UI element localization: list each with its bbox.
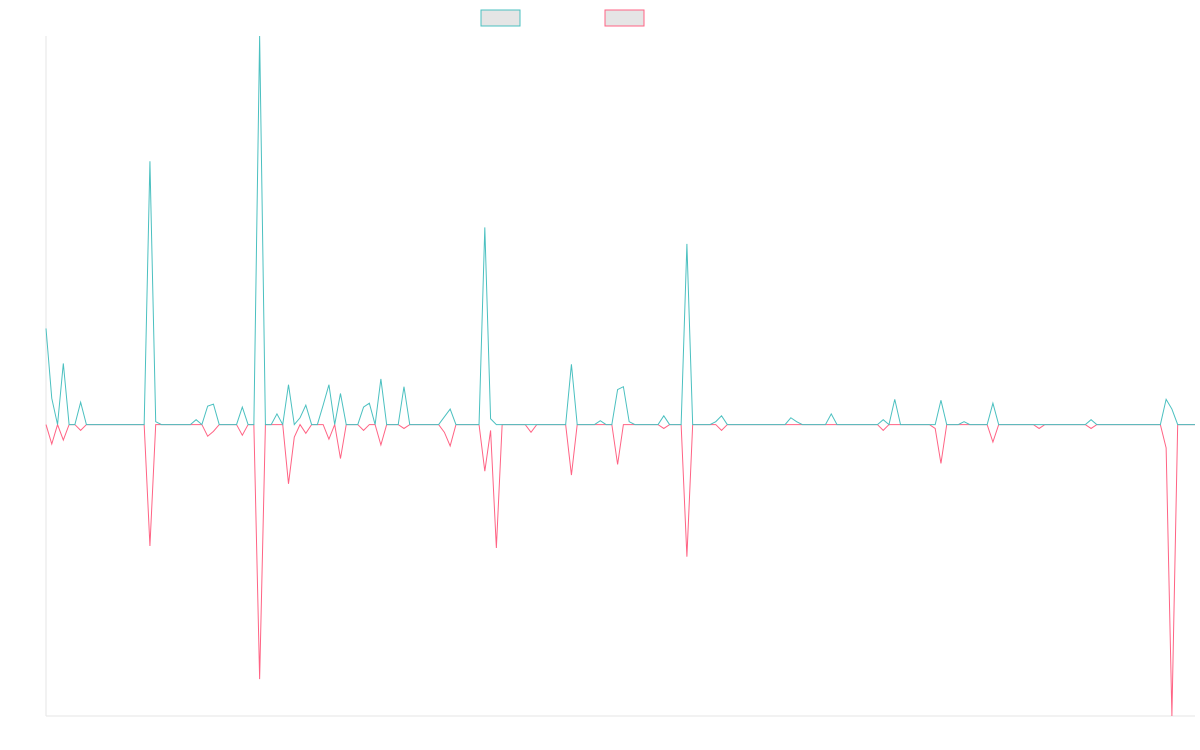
legend-swatch (480, 9, 521, 27)
series-line (45, 422, 1195, 717)
legend-swatch (604, 9, 645, 27)
series-line (45, 35, 1195, 427)
